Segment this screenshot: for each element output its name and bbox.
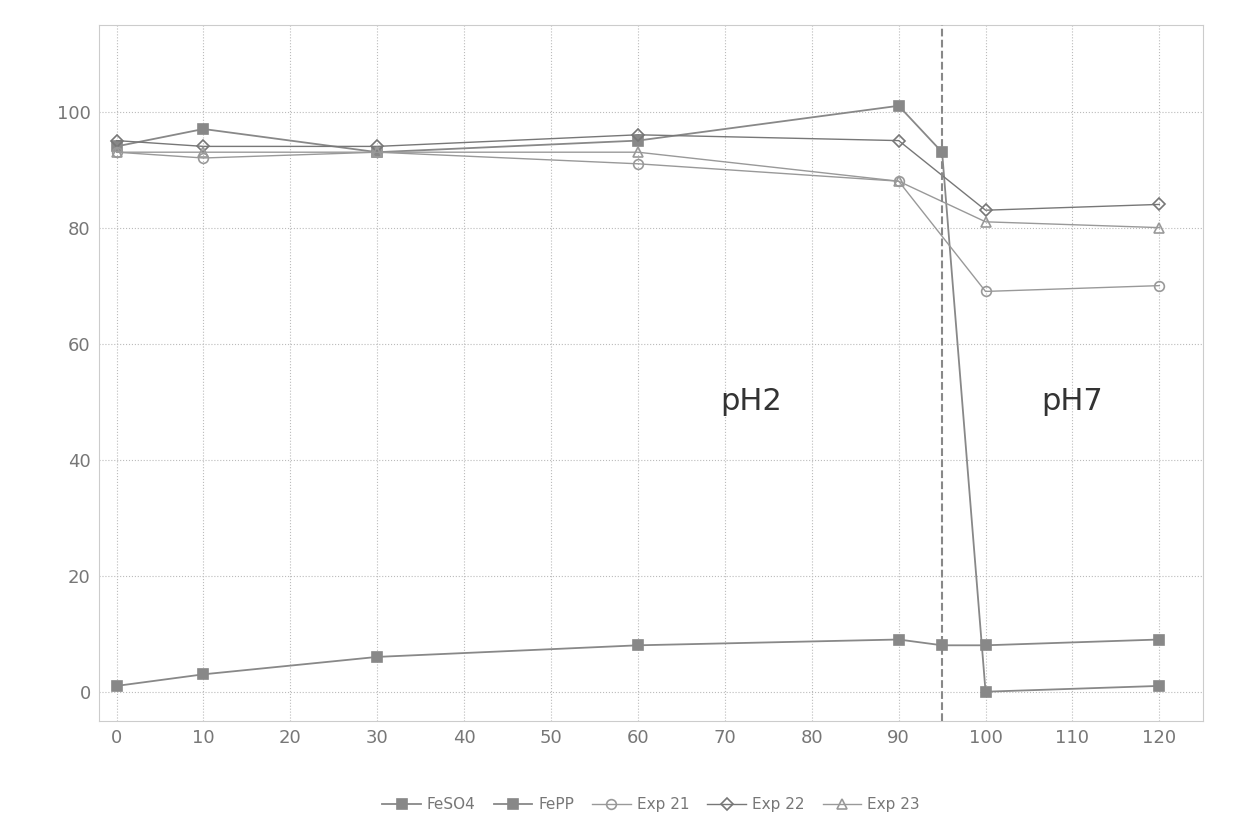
Legend: FeSO4, FePP, Exp 21, Exp 22, Exp 23: FeSO4, FePP, Exp 21, Exp 22, Exp 23 (376, 791, 926, 818)
Text: pH2: pH2 (720, 387, 781, 416)
Text: pH7: pH7 (1042, 387, 1104, 416)
